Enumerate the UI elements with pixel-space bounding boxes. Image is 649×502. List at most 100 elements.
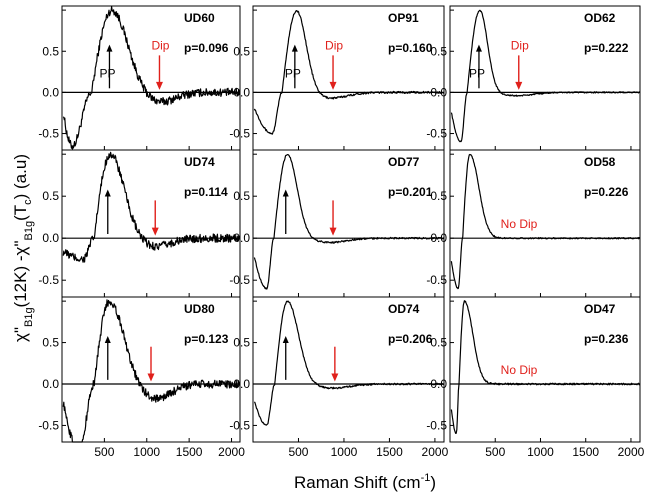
x-tick-label: 1000 (527, 445, 554, 459)
panel-ud60: -0.5 0.0 0.5 UD60 p=0.096 PP Dip (38, 5, 241, 151)
x-axis-label: Raman Shift (cm-1) (294, 472, 436, 492)
pp-label: PP (285, 67, 301, 81)
y-tick-label: 0.0 (430, 377, 447, 391)
x-tick-label: 2000 (422, 445, 449, 459)
arrow-head (515, 81, 523, 90)
y-tick-label: 0.0 (42, 231, 59, 245)
arrow-head (104, 189, 111, 197)
doping-label: p=0.236 (584, 332, 629, 346)
panel-od58: -0.5 0.0 0.5 OD58 p=0.226 No Dip (426, 149, 641, 298)
panel-name: UD74 (184, 155, 215, 169)
arrow-head (155, 81, 163, 90)
panel-name: UD80 (184, 302, 215, 316)
doping-label: p=0.222 (584, 41, 629, 55)
y-tick-label: 0.5 (430, 44, 447, 58)
y-tick-label: 0.5 (42, 189, 59, 203)
doping-label: p=0.123 (184, 332, 229, 346)
arrow-head (104, 335, 111, 343)
panel-od47: -0.5 0.0 0.5 500 1000 1500 2000 OD47 p=0.236 No D… (426, 296, 645, 459)
y-tick-label: 0.0 (233, 231, 250, 245)
doping-label: p=0.160 (388, 41, 433, 55)
panel-frame (61, 5, 241, 151)
y-tick-label: -0.5 (38, 273, 59, 287)
y-tick-label: -0.5 (426, 418, 447, 432)
y-tick-label: -0.5 (38, 418, 59, 432)
panel-od62: -0.5 0.0 0.5 OD62 p=0.222 PP Dip (426, 5, 641, 151)
arrow-head (291, 44, 298, 52)
y-tick-label: -0.5 (426, 127, 447, 141)
spectrum-line (62, 6, 241, 150)
y-tick-label: 0.5 (233, 44, 250, 58)
pp-label: PP (99, 67, 115, 81)
dip-label: Dip (511, 39, 529, 53)
y-tick-label: -0.5 (229, 127, 250, 141)
panel-name: OD58 (584, 155, 616, 169)
y-tick-label: -0.5 (426, 273, 447, 287)
spectrum-line (253, 300, 445, 426)
spectrum-line (450, 153, 641, 290)
panel-op91: -0.5 0.0 0.5 OP91 p=0.160 PP Dip (229, 5, 445, 151)
x-tick-label: 2000 (218, 445, 245, 459)
arrow-head (329, 227, 337, 236)
panel-name: OD77 (388, 155, 420, 169)
x-tick-label: 1000 (331, 445, 358, 459)
y-tick-label: -0.5 (229, 273, 250, 287)
panel-name: OD47 (584, 302, 616, 316)
dip-label: Dip (325, 39, 343, 53)
panel-grid: -0.5 0.0 0.5 UD60 p=0.096 PP Dip -0.5 0.0 0.5 OP91… (38, 5, 645, 459)
y-tick-label: -0.5 (38, 127, 59, 141)
panel-name: UD60 (184, 11, 215, 25)
x-tick-label: 1000 (133, 445, 160, 459)
y-tick-label: 0.0 (233, 377, 250, 391)
arrow-head (331, 373, 339, 382)
x-tick-label: 1500 (572, 445, 599, 459)
arrow-head (329, 81, 337, 90)
y-tick-label: 0.0 (233, 85, 250, 99)
y-tick-label: 0.0 (430, 85, 447, 99)
y-tick-label: 0.5 (233, 189, 250, 203)
panel-name: OD74 (388, 302, 420, 316)
panel-frame (61, 149, 241, 298)
doping-label: p=0.114 (184, 185, 228, 199)
x-tick-label: 1500 (176, 445, 203, 459)
panel-name: OP91 (388, 11, 419, 25)
y-tick-label: 0.5 (430, 336, 447, 350)
y-tick-label: 0.5 (42, 44, 59, 58)
spectrum-line (62, 151, 241, 263)
y-tick-label: 0.0 (42, 377, 59, 391)
x-tick-label: 2000 (618, 445, 645, 459)
arrow-head (151, 227, 159, 236)
y-tick-label: 0.5 (42, 336, 59, 350)
y-tick-label: 0.5 (430, 189, 447, 203)
y-tick-label: 0.5 (233, 336, 250, 350)
spectrum-line (253, 10, 445, 135)
doping-label: p=0.096 (184, 41, 229, 55)
arrow-head (147, 373, 155, 382)
arrow-head (475, 44, 482, 52)
dip-label: Dip (151, 39, 169, 53)
no-dip-label: No Dip (501, 217, 538, 231)
x-tick-label: 500 (94, 445, 114, 459)
pp-label: PP (469, 67, 485, 81)
spectrum-line (62, 299, 241, 443)
panel-frame (252, 296, 445, 443)
panel-name: OD62 (584, 11, 616, 25)
panel-od74: -0.5 0.0 0.5 500 1000 1500 2000 OD74 p=0.206 (229, 296, 449, 459)
spectrum-line (450, 9, 641, 143)
panel-ud80: -0.5 0.0 0.5 500 1000 1500 2000 UD80 p=0.123 (38, 296, 245, 459)
panel-frame (449, 296, 641, 443)
doping-label: p=0.201 (388, 185, 433, 199)
panel-frame (449, 149, 641, 298)
x-tick-label: 1500 (376, 445, 403, 459)
doping-label: p=0.226 (584, 185, 629, 199)
y-tick-label: 0.0 (42, 85, 59, 99)
panel-frame (252, 5, 445, 151)
arrow-head (282, 189, 289, 197)
x-tick-label: 500 (485, 445, 505, 459)
doping-label: p=0.206 (388, 332, 433, 346)
arrow-head (106, 44, 113, 52)
no-dip-label: No Dip (501, 363, 538, 377)
panel-frame (61, 296, 241, 443)
panel-od77: -0.5 0.0 0.5 OD77 p=0.201 (229, 149, 445, 298)
